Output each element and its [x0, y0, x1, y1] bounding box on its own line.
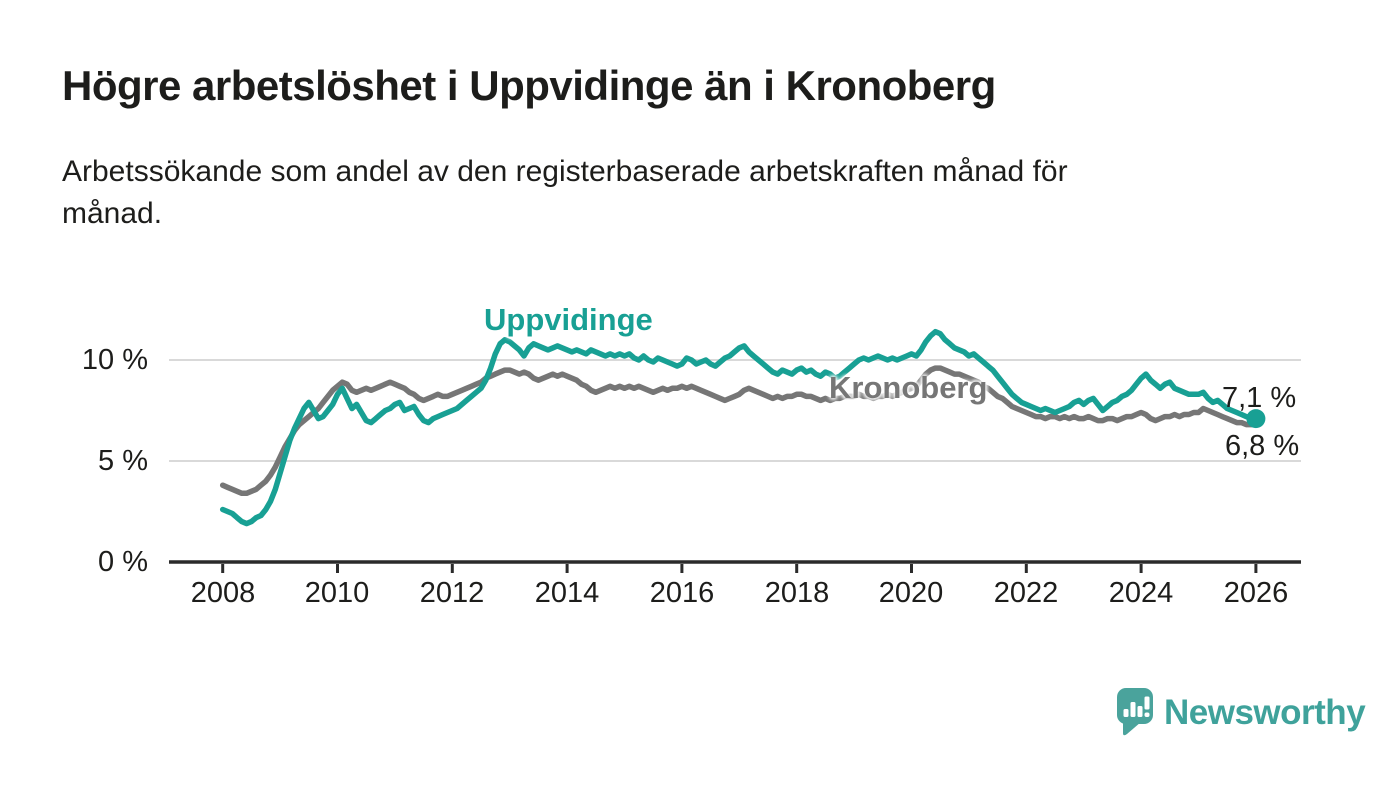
bar-chart-speech-bubble-icon [1117, 688, 1153, 736]
x-axis-label-2024: 2024 [1108, 577, 1174, 609]
bar-glyph-2 [1130, 702, 1136, 717]
series-line-kronoberg [219, 365, 1259, 497]
exclamation-dot-glyph [1144, 712, 1150, 717]
x-axis-label-2020: 2020 [878, 577, 944, 609]
y-axis-label-10: 10 % [81, 344, 148, 376]
end-point-dot-uppvidinge [1246, 409, 1266, 429]
x-axis-label-2014: 2014 [534, 577, 600, 609]
x-axis-label-2008: 2008 [190, 577, 256, 609]
x-axis-label-2022: 2022 [993, 577, 1059, 609]
series-line-uppvidinge [219, 328, 1259, 527]
y-axis-label-5: 5 % [98, 445, 148, 477]
chart-subtitle: Arbetssökande som andel av den registerb… [62, 155, 1068, 230]
y-axis-label-0: 0 % [98, 546, 148, 578]
end-value-label-uppvidinge: 7,1 % [1222, 382, 1297, 414]
bar-glyph-3 [1137, 706, 1143, 717]
page-title: Högre arbetslöshet i Uppvidinge än i Kro… [62, 62, 996, 109]
exclamation-bar-glyph [1144, 696, 1150, 710]
bar-glyph-1 [1123, 709, 1129, 717]
newsworthy-brand-text: Newsworthy [1164, 693, 1366, 732]
x-axis-label-2010: 2010 [304, 577, 370, 609]
x-axis-label-2026: 2026 [1223, 577, 1289, 609]
speech-bubble-tail [1123, 719, 1141, 736]
x-axis-label-2018: 2018 [764, 577, 830, 609]
series-label-kronoberg: Kronoberg [829, 370, 988, 405]
x-axis-label-2016: 2016 [649, 577, 715, 609]
x-axis-label-2012: 2012 [419, 577, 485, 609]
series-label-uppvidinge: Uppvidinge [484, 302, 653, 337]
end-value-label-kronoberg: 6,8 % [1225, 430, 1300, 462]
